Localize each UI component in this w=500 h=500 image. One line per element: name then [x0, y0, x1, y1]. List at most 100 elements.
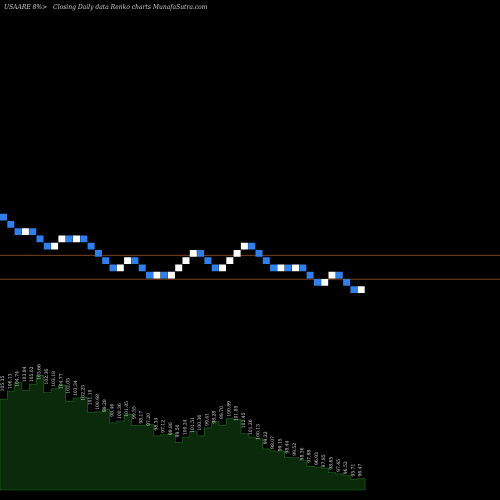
price-label: 100.68 [95, 394, 101, 410]
renko-brick-up [292, 264, 299, 272]
volume-area-layer [0, 375, 366, 491]
price-label: 104.77 [58, 373, 64, 389]
renko-bricks [0, 213, 365, 293]
price-label: 101.51 [190, 417, 196, 433]
renko-brick-up [328, 271, 336, 279]
price-label: 97.20 [146, 413, 152, 426]
price-label: 98.07 [270, 436, 276, 449]
renko-brick-down [299, 264, 307, 272]
price-label: 98.34 [153, 417, 159, 430]
price-label: 96.93 [314, 452, 320, 465]
price-label: 102.05 [66, 378, 72, 394]
price-label: 98.44 [285, 440, 291, 453]
renko-brick-up [219, 264, 226, 272]
renko-brick-down [313, 279, 321, 286]
renko-brick-down [262, 257, 270, 264]
price-label: 97.88 [307, 450, 313, 463]
volume-area [0, 375, 366, 491]
renko-brick-down [284, 264, 292, 272]
chart-subtitle: Closing Daily data Renko charts MunafaSu… [53, 4, 208, 11]
price-label: 105.35 [0, 376, 6, 392]
price-label: 103.84 [22, 366, 28, 382]
price-label: 102.45 [241, 412, 247, 428]
price-label: 103.34 [73, 380, 79, 396]
price-label: 99.15 [277, 438, 283, 451]
price-label: 101.10 [88, 389, 94, 405]
renko-brick-down [94, 250, 102, 257]
price-label: 101.85 [234, 405, 240, 421]
renko-brick-down [335, 271, 343, 279]
renko-brick-down [131, 257, 139, 264]
renko-brick-down [80, 235, 88, 243]
renko-brick-up [233, 250, 241, 257]
renko-brick-up [277, 264, 285, 272]
renko-brick-down [36, 235, 44, 243]
price-label: 97.45 [336, 459, 342, 472]
price-label: 100.36 [117, 403, 123, 419]
price-label: 103.66 [37, 364, 43, 380]
renko-brick-down [248, 242, 256, 250]
renko-brick-down [14, 228, 22, 235]
price-label: 102.25 [80, 385, 86, 401]
price-label: 99.52 [292, 443, 298, 456]
price-label: 99.28 [102, 399, 108, 412]
renko-brick-down [43, 242, 51, 250]
price-label: 96.47 [358, 463, 364, 476]
renko-brick-down [29, 228, 37, 235]
renko-brick-up [175, 264, 183, 272]
renko-brick-up [321, 279, 329, 286]
price-label: 98.36 [299, 447, 305, 460]
price-label: 97.85 [321, 454, 327, 467]
renko-brick-down [270, 264, 278, 272]
price-label: 100.13 [256, 424, 262, 440]
renko-brick-down [255, 250, 263, 257]
price-label: 98.17 [139, 411, 145, 424]
renko-brick-up [226, 257, 234, 264]
renko-brick-down [7, 221, 15, 228]
renko-brick-up [51, 242, 59, 250]
price-label: 101.26 [248, 419, 254, 435]
price-label: 101.05 [124, 401, 130, 417]
price-label: 98.80 [168, 422, 174, 435]
price-label: 98.46 [110, 404, 116, 417]
renko-brick-up [357, 286, 365, 293]
renko-brick-up [167, 271, 175, 279]
renko-brick-down [204, 257, 212, 264]
price-label: 104.74 [15, 371, 21, 387]
price-label: 98.28 [212, 411, 218, 424]
renko-brick-down [146, 271, 153, 279]
renko-brick-down [0, 213, 7, 221]
price-label: 97.12 [161, 420, 167, 433]
renko-brick-down [138, 264, 146, 272]
price-label: 103.18 [51, 371, 57, 387]
price-labels: 105.35 106.13 104.74 103.84 105.02 103.66 102.… [0, 364, 364, 476]
renko-brick-up [58, 235, 66, 243]
renko-brick-up [124, 257, 132, 264]
renko-brick-down [211, 264, 219, 272]
price-label: 105.02 [29, 366, 35, 382]
price-label: 100.89 [226, 401, 232, 417]
price-label: 99.41 [204, 413, 210, 426]
renko-brick-up [21, 228, 29, 235]
reference-lines [0, 254, 500, 280]
price-label: 100.36 [197, 415, 203, 431]
renko-brick-down [102, 257, 110, 264]
renko-brick-down [197, 250, 205, 257]
price-label: 99.22 [263, 431, 269, 444]
renko-brick-down [350, 286, 358, 293]
chart-title: USAARE 8%> [4, 4, 47, 11]
price-label: 102.36 [44, 369, 50, 385]
price-label: 99.55 [131, 406, 137, 419]
renko-brick-up [189, 250, 197, 257]
renko-brick-up [182, 257, 190, 264]
chart-title-line: USAARE 8%> Closing Daily data Renko char… [4, 4, 208, 11]
price-label: 98.65 [329, 457, 335, 470]
price-label: 99.70 [219, 406, 225, 419]
renko-brick-down [87, 242, 95, 250]
price-label: 106.13 [7, 373, 13, 389]
renko-brick-down [160, 271, 168, 279]
renko-brick-up [240, 242, 248, 250]
renko-brick-up [73, 235, 80, 243]
price-label: 96.52 [343, 461, 349, 474]
